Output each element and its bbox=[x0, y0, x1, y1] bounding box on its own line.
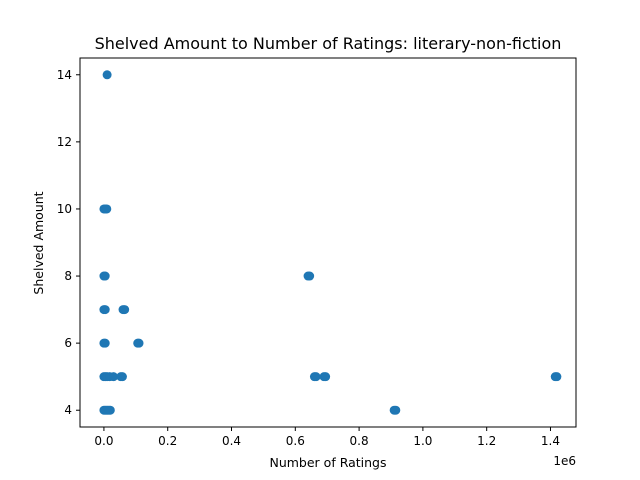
data-point-6 bbox=[100, 271, 110, 281]
x-axis-label: Number of Ratings bbox=[269, 455, 386, 470]
plot-frame bbox=[79, 57, 577, 428]
points-layer bbox=[99, 70, 562, 415]
y-axis: 4 6 8 10 12 14 bbox=[57, 68, 80, 417]
x-tick-label: 0.4 bbox=[222, 434, 241, 448]
x-tick-label: 0.2 bbox=[158, 434, 177, 448]
x-tick-label: 0.6 bbox=[286, 434, 305, 448]
data-point-10 bbox=[100, 305, 110, 315]
data-point-29 bbox=[552, 372, 562, 382]
x-tick-label: 1.2 bbox=[477, 434, 496, 448]
y-tick-label: 12 bbox=[57, 135, 72, 149]
y-tick-label: 6 bbox=[64, 336, 72, 350]
data-point-27 bbox=[321, 372, 331, 382]
data-point-12 bbox=[120, 305, 130, 315]
x-tick-label: 0.0 bbox=[94, 434, 113, 448]
data-point-23 bbox=[117, 372, 127, 382]
chart-title: Shelved Amount to Number of Ratings: lit… bbox=[95, 34, 562, 53]
data-point-37 bbox=[391, 405, 401, 415]
x-axis-offset-label: 1e6 bbox=[553, 454, 576, 468]
x-axis: 0.0 0.2 0.4 0.6 0.8 1.0 1.2 1.4 bbox=[94, 427, 560, 448]
y-tick-label: 8 bbox=[64, 269, 72, 283]
data-point-16 bbox=[134, 338, 144, 348]
x-tick-label: 1.0 bbox=[413, 434, 432, 448]
data-point-35 bbox=[105, 405, 115, 415]
data-point-0 bbox=[102, 70, 112, 80]
data-point-25 bbox=[311, 372, 321, 382]
y-tick-label: 4 bbox=[64, 403, 72, 417]
y-axis-label: Shelved Amount bbox=[31, 191, 46, 294]
x-tick-label: 1.4 bbox=[541, 434, 560, 448]
y-tick-label: 14 bbox=[57, 68, 72, 82]
y-tick-label: 10 bbox=[57, 202, 72, 216]
x-tick-label: 0.8 bbox=[350, 434, 369, 448]
data-point-21 bbox=[108, 372, 118, 382]
data-point-14 bbox=[100, 338, 110, 348]
data-point-8 bbox=[305, 271, 315, 281]
data-point-4 bbox=[102, 204, 112, 214]
